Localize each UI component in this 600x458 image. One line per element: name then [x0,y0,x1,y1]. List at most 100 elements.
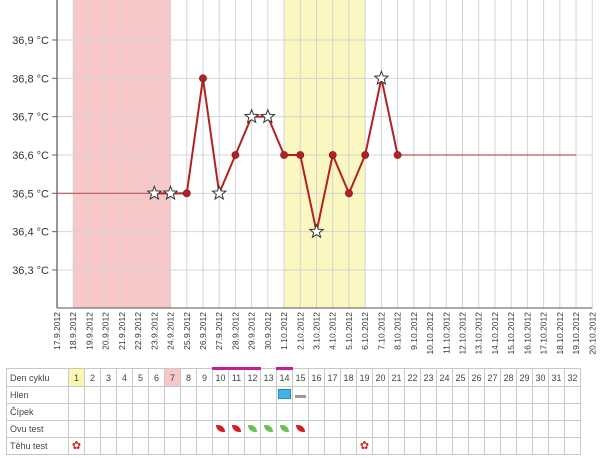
table-cell [180,386,197,404]
table-cell [388,420,405,438]
table-cell [356,420,373,438]
table-cell [212,386,229,404]
data-point [361,151,370,159]
table-cell [228,437,245,455]
table-cell [420,437,437,455]
table-cell [436,437,453,455]
x-tick-label: 11.10.2012 [441,312,451,354]
table-cell [468,386,485,404]
table-cell [308,386,325,404]
x-tick-label: 13.10.2012 [474,312,484,355]
table-cell [308,403,325,421]
table-cell [260,386,277,404]
data-point-star [259,108,276,124]
table-cell [260,437,277,455]
table-cell [196,403,213,421]
table-cell [484,403,501,421]
x-tick-label: 24.9.2012 [166,312,176,350]
table-cell [180,420,197,438]
table-cell [404,420,421,438]
table-cell [468,420,485,438]
table-cell [436,403,453,421]
x-tick-label: 2.10.2012 [295,312,305,350]
data-point [393,151,402,159]
day-cell: 28 [500,368,517,387]
table-cell [484,437,501,455]
table-cell [548,386,565,404]
day-cell: 14 [276,367,293,387]
table-cell [116,386,133,404]
table-cell [292,403,309,421]
table-cell [244,420,261,438]
table-cell [132,420,149,438]
x-tick-label: 4.10.2012 [328,312,338,350]
data-point-star [373,69,390,86]
table-cell [100,403,117,421]
table-cell [116,420,133,438]
table-row: Těhu test ✿ ✿ [6,437,581,455]
table-row: Ovu test [6,420,581,438]
table-cell [372,437,389,455]
table-cell [324,437,341,455]
y-tick-label: 36,9 °C [12,35,49,47]
data-point [199,74,207,83]
table-cell [532,420,549,438]
y-tick-label: 36,5 °C [12,188,49,200]
x-tick-label: 6.10.2012 [360,312,370,350]
table-cell [116,437,133,455]
x-tick-label: 17.9.2012 [52,312,62,350]
table-cell [484,420,501,438]
data-point-star [146,184,163,201]
table-cell [436,420,453,438]
table-cell [180,403,197,421]
table-cell [404,403,421,421]
table-cell [84,386,101,404]
day-cell: 10 [212,367,229,387]
table-cell [148,437,165,455]
table-cell [308,437,325,455]
table-cell [68,403,85,421]
ovulation-test-icon [264,425,273,432]
table-cell [500,420,517,438]
table-cell [436,386,453,404]
ovulation-test-icon [280,425,289,432]
x-tick-label: 16.10.2012 [522,312,532,355]
row-label-ovu-test: Ovu test [6,420,69,438]
table-cell [260,420,277,438]
table-cell [452,420,469,438]
table-cell [244,386,261,404]
x-tick-label: 30.9.2012 [263,312,273,350]
row-label-den-cyklu: Den cyklu [6,368,69,387]
table-cell [500,403,517,421]
day-cell: 9 [196,368,213,387]
day-cell: 15 [292,368,309,387]
table-cell [356,403,373,421]
table-cell [100,420,117,438]
day-cell: 31 [548,368,565,387]
table-row: Čípek [6,403,581,421]
table-cell [292,437,309,455]
row-label-hlen: Hlen [6,386,69,404]
table-cell [324,403,341,421]
table-cell [244,403,261,421]
x-tick-label: 8.10.2012 [393,312,403,350]
x-tick-label: 15.10.2012 [506,312,516,355]
data-point [182,189,191,198]
table-cell [404,386,421,404]
table-cell [132,403,149,421]
table-cell [148,386,165,404]
data-point-star [243,108,260,124]
day-cell: 26 [468,368,485,387]
data-point [345,189,353,198]
table-cell [452,403,469,421]
table-cell [132,437,149,455]
table-cell [196,420,213,438]
table-cell [212,420,229,438]
table-row: Den cyklu 1 2 3 4 5 6 7 8 9 10 11 12 13 14 15 16 17 18 19 20… [6,367,581,387]
table-cell [420,403,437,421]
day-cell: 17 [324,368,341,387]
table-cell [532,437,549,455]
table-cell [548,420,565,438]
table-cell [84,403,101,421]
day-cell: 22 [404,368,421,387]
